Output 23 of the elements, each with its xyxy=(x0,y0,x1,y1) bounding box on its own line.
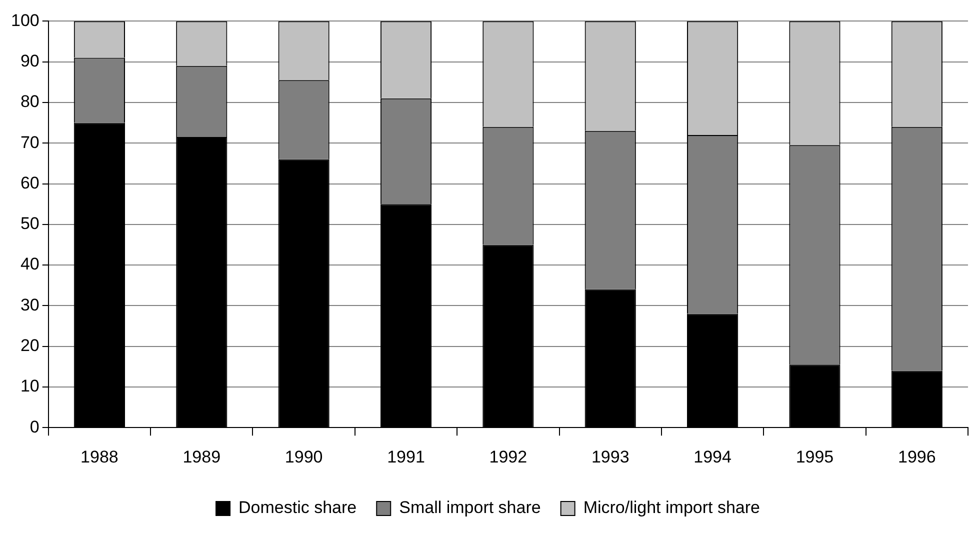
y-tick-label: 80 xyxy=(20,92,40,112)
y-tick-label: 50 xyxy=(20,214,40,234)
y-tick-label: 90 xyxy=(20,52,40,71)
x-tick-label: 1994 xyxy=(694,447,732,466)
x-tick-label: 1996 xyxy=(898,447,936,466)
legend-label: Small import share xyxy=(399,498,541,518)
x-tick-label: 1990 xyxy=(284,447,323,466)
y-tick-label: 0 xyxy=(30,417,40,436)
x-tick-label: 1988 xyxy=(80,447,118,466)
x-tick-label: 1992 xyxy=(489,447,528,466)
x-tick-label: 1993 xyxy=(591,447,630,466)
y-tick-label: 70 xyxy=(20,132,40,152)
y-tick-label: 10 xyxy=(20,376,40,396)
legend-label: Micro/light import share xyxy=(583,498,760,518)
y-tick-label: 40 xyxy=(20,254,40,274)
y-tick-label: 20 xyxy=(20,336,40,356)
x-tick-label: 1989 xyxy=(182,447,221,466)
x-tick-label: 1991 xyxy=(387,447,425,466)
y-tick-label: 30 xyxy=(20,295,40,314)
y-tick-label: 100 xyxy=(10,10,40,30)
legend-label: Domestic share xyxy=(238,498,357,518)
y-tick-label: 60 xyxy=(20,173,40,192)
x-tick-label: 1995 xyxy=(796,447,834,466)
